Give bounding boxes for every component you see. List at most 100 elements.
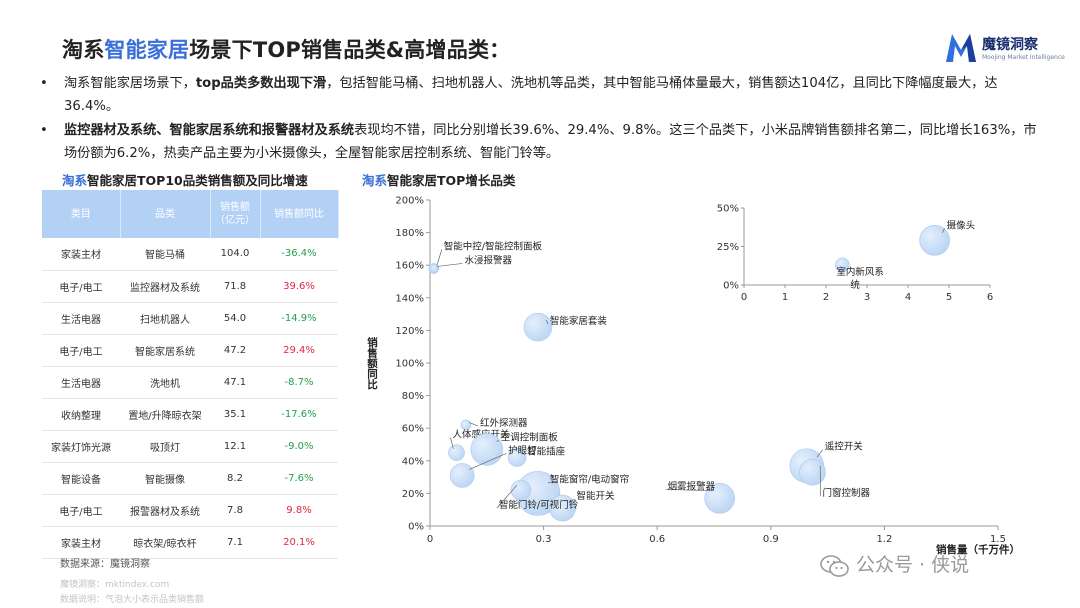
top10-table: 类目 品类 销售额 （亿元） 销售额同比 家装主材 智能马桶 104.0 -36.4% 电子/电… [42, 190, 339, 559]
table-header-cell: 品类 [120, 190, 211, 238]
inset-bubble [835, 257, 850, 273]
table-title: 淘系智能家居TOP10品类销售额及同比增速 [62, 173, 308, 188]
bubble-leader-line [468, 422, 479, 427]
wechat-icon [820, 554, 849, 577]
cell-item: 洗地机 [120, 366, 210, 399]
data-source: 数据来源：魔镜洞察 [60, 559, 150, 570]
cell-yoy: 9.8% [260, 494, 338, 527]
bullet-marker: • [40, 76, 48, 91]
cell-yoy: -7.6% [260, 462, 338, 495]
x-tick-label: 0.3 [536, 534, 552, 545]
bullet-2: • 监控器材及系统、智能家居系统和报警器材及系统表现均不错，同比分别增长39.6… [40, 119, 1040, 165]
bubble-label: 智能家居套装 [550, 315, 608, 327]
inset-y-tick-label: 50% [717, 204, 739, 215]
table-row: 收纳整理 置地/升降晾衣架 35.1 -17.6% [42, 398, 338, 431]
cell-item: 智能摄像 [120, 462, 210, 495]
bubble-label: 智能中控/智能控制面板 [444, 240, 543, 252]
bubble-leader-line [436, 263, 463, 267]
bubble-leader-line [665, 488, 714, 492]
cell-sales: 12.1 [210, 430, 260, 463]
y-tick-label: 80% [402, 391, 424, 402]
bubble-label: 门窗控制器 [822, 487, 870, 499]
bubble-leader-line [469, 453, 507, 470]
inset-x-tick-label: 6 [987, 292, 993, 303]
bubble-leader-line [436, 249, 443, 267]
bubble-leader-line [545, 320, 549, 325]
x-tick-label: 0.9 [763, 534, 779, 545]
bubble-label: 红外探测器 [480, 417, 528, 429]
table-body: 家装主材 智能马桶 104.0 -36.4% 电子/电工 监控器材及系统 71.8 39.6%… [42, 238, 338, 559]
cell-item: 扫地机器人 [120, 302, 210, 335]
bubble-label: 遥控开关 [825, 441, 864, 453]
cell-category: 生活电器 [42, 366, 120, 399]
table-row: 生活电器 扫地机器人 54.0 -14.9% [42, 302, 338, 335]
moojing-logo-icon [946, 34, 976, 62]
cell-item: 监控器材及系统 [120, 270, 210, 303]
bubble [430, 264, 439, 273]
bubble-leader-line [816, 449, 824, 458]
cell-sales: 71.8 [210, 270, 260, 303]
page-title: 淘系智能家居场景下TOP销售品类&高增品类： [62, 38, 511, 62]
bubble-leader-line [522, 452, 526, 455]
bubble [507, 448, 527, 467]
bubble [523, 312, 553, 342]
inset-x-tick-label: 3 [864, 292, 870, 303]
inset-x-tick-label: 5 [946, 292, 952, 303]
bubble-leader-line [450, 437, 454, 449]
y-tick-label: 20% [402, 489, 424, 500]
inset-y-tick-label: 25% [717, 242, 739, 253]
bubble-label: 智能插座 [527, 446, 566, 458]
cell-sales: 7.8 [210, 494, 260, 527]
bubble [799, 458, 826, 486]
cell-sales: 104.0 [210, 238, 260, 271]
inset-y-tick-label: 0% [723, 281, 739, 292]
faint-note-bubble: 数据说明：气泡大小表示品类销售额 [60, 595, 205, 605]
faint-note-site: 魔镜洞察：mktindex.com [60, 580, 170, 590]
cell-sales: 54.0 [210, 302, 260, 335]
cell-yoy: -36.4% [260, 238, 338, 271]
bubble-label: 烟雾报警器 [668, 480, 716, 492]
cell-item: 智能家居系统 [120, 334, 210, 367]
y-tick-label: 160% [395, 261, 424, 272]
cell-sales: 47.2 [210, 334, 260, 367]
cell-item: 报警器材及系统 [120, 494, 210, 527]
table-row: 智能设备 智能摄像 8.2 -7.6% [42, 462, 338, 495]
x-tick-label: 1.2 [876, 534, 892, 545]
x-tick-label: 0 [427, 534, 433, 545]
cell-category: 生活电器 [42, 302, 120, 335]
cell-item: 吸顶灯 [120, 430, 210, 463]
bubble-label: 护眼灯 [508, 444, 537, 456]
bubble-label: 智能开关 [577, 490, 616, 502]
cell-category: 收纳整理 [42, 398, 120, 431]
cell-sales: 8.2 [210, 462, 260, 495]
cell-sales: 47.1 [210, 366, 260, 399]
table-row: 家装主材 智能马桶 104.0 -36.4% [42, 238, 338, 271]
cell-category: 智能设备 [42, 462, 120, 495]
y-tick-label: 60% [402, 424, 424, 435]
chart-title: 淘系智能家居TOP增长品类 [362, 173, 516, 188]
bubble [510, 479, 532, 501]
y-tick-label: 0% [408, 522, 424, 533]
table-row: 生活电器 洗地机 47.1 -8.7% [42, 366, 338, 399]
brand-logo: 魔镜洞察 Moojing Market Intelligence [944, 32, 1065, 66]
y-tick-label: 100% [395, 359, 424, 370]
bubble [448, 444, 465, 461]
bubble [470, 433, 504, 466]
cell-item: 晾衣架/晾衣杆 [120, 526, 210, 559]
table-header-row: 类目 品类 销售额 （亿元） 销售额同比 [42, 190, 339, 238]
wechat-watermark: 公众号 · 侠说 [820, 550, 969, 578]
cell-category: 电子/电工 [42, 494, 120, 527]
table-header-cell: 类目 [42, 190, 121, 238]
cell-yoy: -17.6% [260, 398, 338, 431]
inset-leader-line [941, 228, 945, 234]
table-row: 家装主材 晾衣架/晾衣杆 7.1 20.1% [42, 526, 338, 559]
table-header-cell: 销售额同比 [260, 190, 339, 238]
x-tick-label: 1.5 [990, 534, 1006, 545]
cell-item: 置地/升降晾衣架 [120, 398, 210, 431]
inset-bubble-label: 摄像头 [947, 219, 976, 231]
table-row: 电子/电工 报警器材及系统 7.8 9.8% [42, 494, 338, 527]
bubble-label: 空调控制面板 [501, 431, 559, 443]
inset-bubble-label: 室内新风系统 [836, 266, 884, 291]
cell-sales: 35.1 [210, 398, 260, 431]
cell-category: 家装主材 [42, 238, 120, 271]
